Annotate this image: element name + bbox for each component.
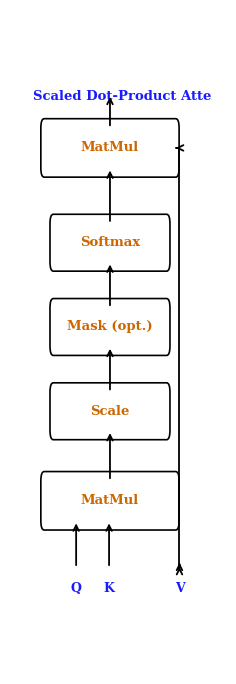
Text: Softmax: Softmax <box>80 236 140 249</box>
Text: K: K <box>104 582 114 595</box>
FancyBboxPatch shape <box>50 298 170 356</box>
Text: Scaled Dot-Product Attention: Scaled Dot-Product Attention <box>33 90 236 103</box>
FancyBboxPatch shape <box>41 119 179 177</box>
Text: V: V <box>175 582 184 595</box>
Text: MatMul: MatMul <box>81 142 139 155</box>
FancyBboxPatch shape <box>50 214 170 271</box>
FancyBboxPatch shape <box>50 383 170 440</box>
Text: Scale: Scale <box>90 405 130 418</box>
Text: MatMul: MatMul <box>81 495 139 508</box>
Text: Mask (opt.): Mask (opt.) <box>67 321 153 334</box>
Text: Q: Q <box>71 582 82 595</box>
FancyBboxPatch shape <box>41 471 179 530</box>
